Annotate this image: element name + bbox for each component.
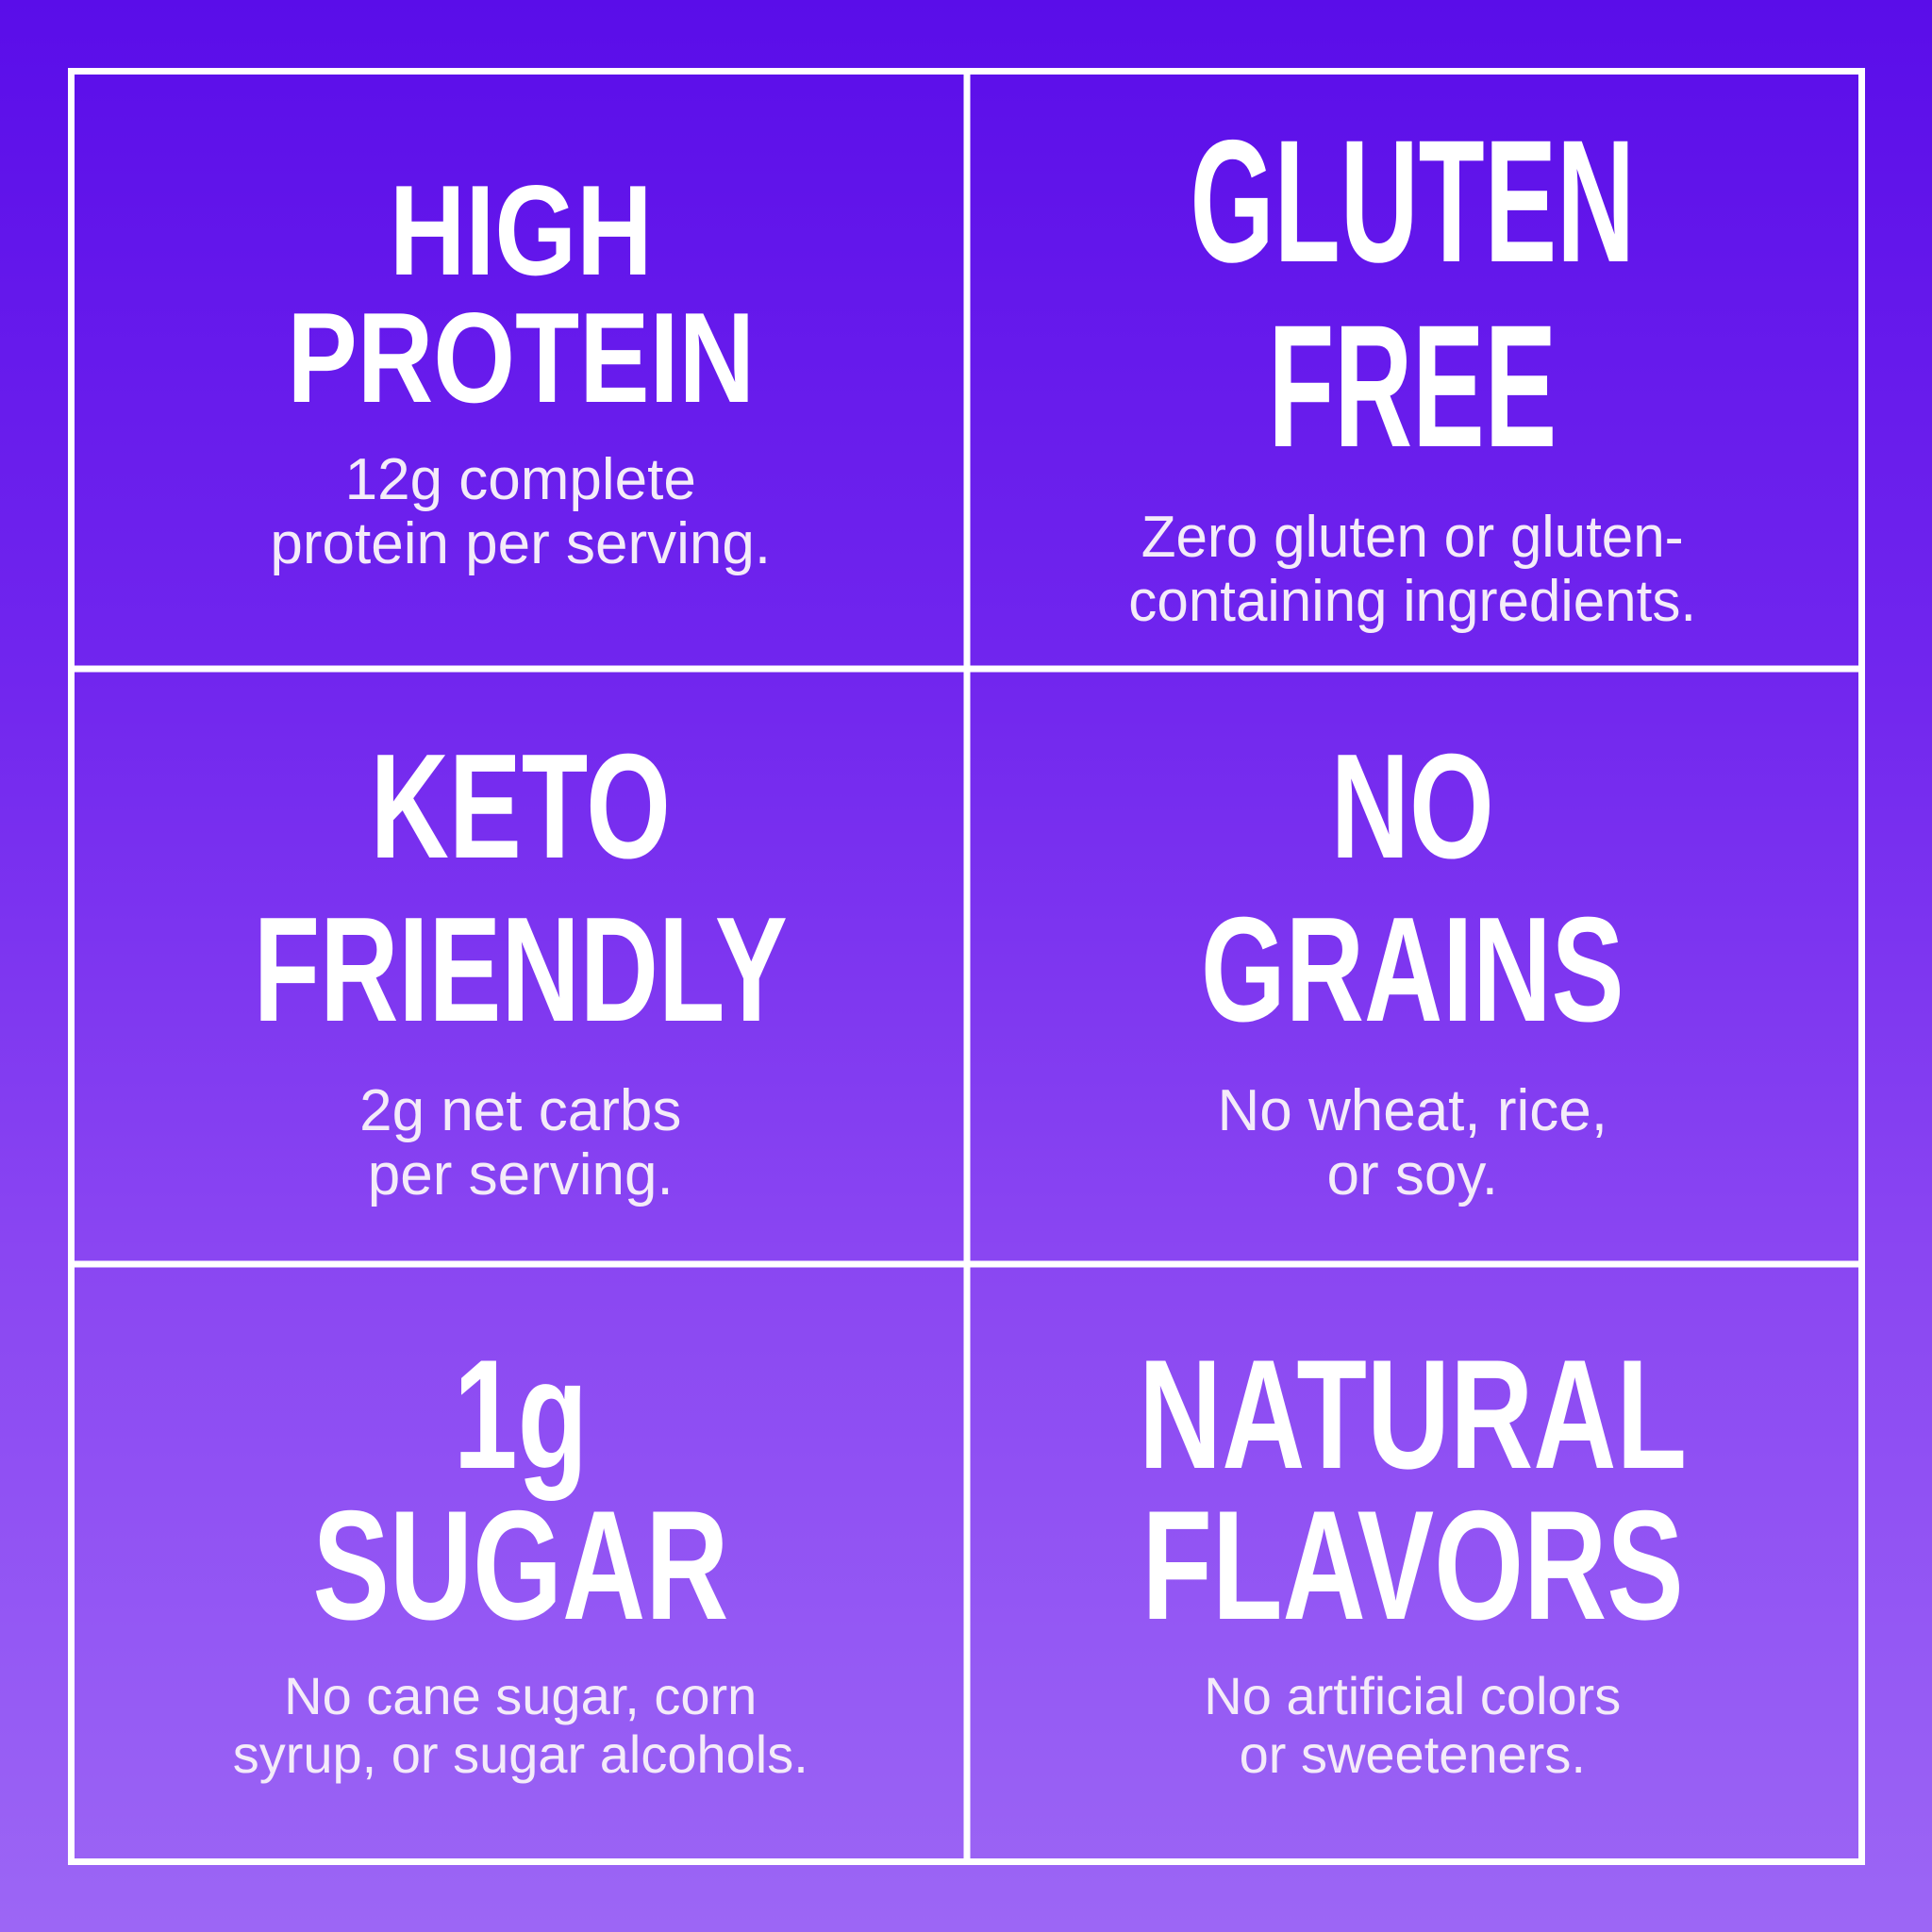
feature-title: GLUTEN FREE <box>1190 109 1635 479</box>
feature-title: NO GRAINS <box>1200 723 1624 1054</box>
feature-cell-sugar-1g: 1g SUGAR No cane sugar, corn syrup, or suga… <box>75 1264 967 1858</box>
feature-title: KETO FRIENDLY <box>253 723 788 1054</box>
grid-divider-vertical <box>963 75 970 1858</box>
feature-subtitle-line: per serving. <box>367 1142 674 1208</box>
feature-subtitle-line: 2g net carbs <box>359 1078 682 1144</box>
feature-subtitle: No wheat, rice, or soy. <box>1217 1078 1607 1208</box>
feature-cell-natural-flavors: NATURAL FLAVORS No artificial colors or swe… <box>967 1264 1859 1858</box>
feature-title-line: HIGH <box>389 158 653 303</box>
feature-title-line: FRIENDLY <box>253 887 788 1054</box>
feature-subtitle-line: Zero gluten or gluten- <box>1141 505 1684 571</box>
feature-subtitle-line: or soy. <box>1326 1142 1498 1208</box>
feature-title-line: PROTEIN <box>286 285 755 429</box>
grid-divider-horizontal-1 <box>75 665 1858 673</box>
feature-title: 1g SUGAR <box>312 1327 729 1653</box>
feature-cell-gluten-free: GLUTEN FREE Zero gluten or gluten-containi… <box>967 75 1859 669</box>
feature-title: HIGH PROTEIN <box>286 158 755 429</box>
grid-divider-horizontal-2 <box>75 1260 1858 1268</box>
feature-title-line: NO <box>1330 723 1494 890</box>
feature-title-line: FREE <box>1268 289 1557 484</box>
feature-title-line: GLUTEN <box>1190 104 1636 299</box>
feature-subtitle: No artificial colors or sweeteners. <box>1204 1667 1621 1783</box>
feature-title-line: NATURAL <box>1138 1327 1687 1502</box>
feature-title-line: SUGAR <box>312 1478 729 1653</box>
feature-subtitle-line: 12g complete <box>344 446 696 512</box>
feature-subtitle-line: containing ingredients. <box>1128 569 1697 635</box>
feature-subtitle-line: No wheat, rice, <box>1217 1078 1607 1144</box>
feature-subtitle-line: No artificial colors <box>1204 1666 1622 1726</box>
feature-title: NATURAL FLAVORS <box>1138 1327 1687 1653</box>
feature-title-line: 1g <box>453 1327 588 1502</box>
feature-grid: HIGH PROTEIN 12g complete protein per servi… <box>75 75 1858 1858</box>
feature-subtitle: Zero gluten or gluten-containing ingredi… <box>1128 505 1697 635</box>
feature-subtitle-line: No cane sugar, corn <box>284 1666 758 1726</box>
feature-subtitle: No cane sugar, corn syrup, or sugar alcoh… <box>233 1667 808 1783</box>
feature-subtitle: 12g complete protein per serving. <box>270 446 772 576</box>
feature-title-line: GRAINS <box>1200 887 1624 1054</box>
feature-subtitle-line: protein per serving. <box>270 510 772 576</box>
feature-cell-no-grains: NO GRAINS No wheat, rice, or soy. <box>967 669 1859 1263</box>
feature-title-line: FLAVORS <box>1141 1478 1684 1653</box>
feature-subtitle-line: syrup, or sugar alcohols. <box>232 1724 808 1784</box>
feature-cell-keto-friendly: KETO FRIENDLY 2g net carbs per serving. <box>75 669 967 1263</box>
feature-subtitle: 2g net carbs per serving. <box>359 1078 682 1208</box>
feature-title-line: KETO <box>370 723 671 890</box>
feature-subtitle-line: or sweeteners. <box>1239 1724 1586 1784</box>
feature-grid-frame: HIGH PROTEIN 12g complete protein per servi… <box>68 68 1865 1865</box>
feature-cell-high-protein: HIGH PROTEIN 12g complete protein per servi… <box>75 75 967 669</box>
